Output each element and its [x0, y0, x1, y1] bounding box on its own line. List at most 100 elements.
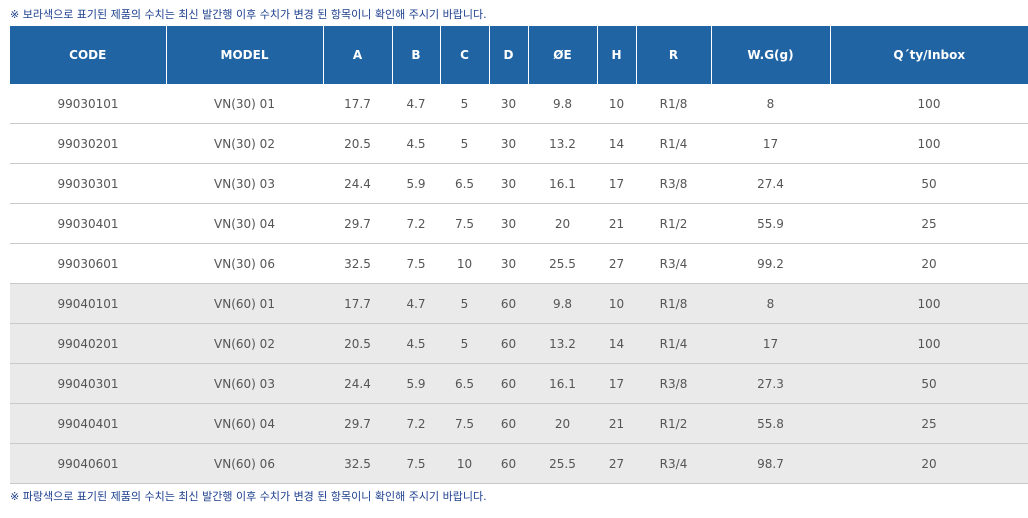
table-row: 99030301 VN(30) 03 24.4 5.9 6.5 30 16.1 17 R3/8 2… — [10, 163, 1028, 204]
table-cell-model: VN(60) 03 — [166, 363, 323, 404]
table-cell-weight: 55.9 — [711, 203, 830, 244]
table-cell-c: 5 — [440, 84, 489, 124]
table-cell-h: 10 — [597, 283, 636, 324]
table-cell-r: R1/2 — [636, 203, 711, 244]
table-cell-a: 32.5 — [323, 243, 392, 284]
column-header-code: CODE — [10, 26, 166, 84]
table-cell-d: 30 — [489, 84, 528, 124]
table-cell-r: R1/4 — [636, 323, 711, 364]
table-row: 99040101 VN(60) 01 17.7 4.7 5 60 9.8 10 R1/8 8 100 — [10, 283, 1028, 324]
table-cell-weight: 17 — [711, 323, 830, 364]
table-cell-h: 27 — [597, 443, 636, 484]
table-cell-r: R3/8 — [636, 163, 711, 204]
table-row: 99030201 VN(30) 02 20.5 4.5 5 30 13.2 14 R1/4 17 1… — [10, 123, 1028, 164]
table-cell-model: VN(30) 04 — [166, 203, 323, 244]
table-cell-weight: 27.3 — [711, 363, 830, 404]
table-row: 99030101 VN(30) 01 17.7 4.7 5 30 9.8 10 R1/8 8 100 — [10, 84, 1028, 124]
table-cell-a: 17.7 — [323, 84, 392, 124]
table-cell-diameter-e: 13.2 — [528, 323, 597, 364]
table-cell-code: 99040301 — [10, 363, 166, 404]
table-cell-r: R1/8 — [636, 283, 711, 324]
header-row: CODE MODEL A B C D ØE H R W.G(g) Q´ty/Inbox — [10, 26, 1028, 84]
table-cell-h: 10 — [597, 84, 636, 124]
table-cell-model: VN(60) 06 — [166, 443, 323, 484]
column-header-diameter-e: ØE — [527, 26, 597, 84]
table-cell-diameter-e: 16.1 — [528, 363, 597, 404]
table-cell-diameter-e: 25.5 — [528, 243, 597, 284]
table-body: 99030101 VN(30) 01 17.7 4.7 5 30 9.8 10 R1/8 8 100… — [10, 84, 1028, 484]
table-cell-d: 60 — [489, 443, 528, 484]
table-row: 99040601 VN(60) 06 32.5 7.5 10 60 25.5 27 R3/4 98… — [10, 443, 1028, 484]
table-cell-a: 32.5 — [323, 443, 392, 484]
table-cell-qty-inbox: 25 — [830, 203, 1028, 244]
table-cell-diameter-e: 20 — [528, 203, 597, 244]
table-cell-h: 27 — [597, 243, 636, 284]
table-cell-h: 21 — [597, 403, 636, 444]
table-cell-code: 99030301 — [10, 163, 166, 204]
table-cell-weight: 8 — [711, 283, 830, 324]
table-cell-d: 30 — [489, 163, 528, 204]
table-cell-b: 7.5 — [392, 443, 440, 484]
table-row: 99040401 VN(60) 04 29.7 7.2 7.5 60 20 21 R1/2 55.… — [10, 403, 1028, 444]
table-cell-weight: 27.4 — [711, 163, 830, 204]
spec-table: CODE MODEL A B C D ØE H R W.G(g) Q´ty/Inbox 990301… — [10, 26, 1028, 484]
table-cell-d: 30 — [489, 123, 528, 164]
table-cell-model: VN(30) 02 — [166, 123, 323, 164]
table-cell-c: 5 — [440, 323, 489, 364]
table-cell-model: VN(30) 03 — [166, 163, 323, 204]
table-cell-b: 4.7 — [392, 283, 440, 324]
column-header-c: C — [439, 26, 489, 84]
table-cell-model: VN(30) 01 — [166, 84, 323, 124]
table-row: 99040301 VN(60) 03 24.4 5.9 6.5 60 16.1 17 R3/8 2… — [10, 363, 1028, 404]
table-cell-a: 20.5 — [323, 323, 392, 364]
bottom-note: ※ 파랑색으로 표기된 제품의 수치는 최신 발간행 이후 수치가 변경 된 항… — [10, 490, 487, 503]
column-header-qty-inbox: Q´ty/Inbox — [829, 26, 1028, 84]
table-cell-diameter-e: 16.1 — [528, 163, 597, 204]
table-cell-a: 29.7 — [323, 203, 392, 244]
column-header-model: MODEL — [165, 26, 323, 84]
table-header: CODE MODEL A B C D ØE H R W.G(g) Q´ty/Inbox — [10, 26, 1028, 84]
table-cell-diameter-e: 9.8 — [528, 84, 597, 124]
table-cell-model: VN(30) 06 — [166, 243, 323, 284]
table-cell-r: R1/4 — [636, 123, 711, 164]
column-header-h: H — [596, 26, 636, 84]
table-cell-h: 14 — [597, 123, 636, 164]
table-cell-qty-inbox: 20 — [830, 443, 1028, 484]
table-cell-b: 7.5 — [392, 243, 440, 284]
table-cell-c: 7.5 — [440, 203, 489, 244]
table-cell-h: 17 — [597, 163, 636, 204]
table-cell-qty-inbox: 25 — [830, 403, 1028, 444]
table-cell-code: 99040201 — [10, 323, 166, 364]
table-cell-d: 60 — [489, 283, 528, 324]
table-cell-r: R3/4 — [636, 443, 711, 484]
table-cell-a: 17.7 — [323, 283, 392, 324]
table-cell-r: R3/8 — [636, 363, 711, 404]
table-cell-code: 99030401 — [10, 203, 166, 244]
table-cell-h: 21 — [597, 203, 636, 244]
table-cell-weight: 55.8 — [711, 403, 830, 444]
table-cell-d: 60 — [489, 363, 528, 404]
table-row: 99030401 VN(30) 04 29.7 7.2 7.5 30 20 21 R1/2 55.… — [10, 203, 1028, 244]
table-cell-c: 10 — [440, 443, 489, 484]
table-cell-d: 60 — [489, 403, 528, 444]
table-cell-diameter-e: 13.2 — [528, 123, 597, 164]
column-header-a: A — [322, 26, 392, 84]
table-cell-code: 99030601 — [10, 243, 166, 284]
table-cell-d: 30 — [489, 203, 528, 244]
table-cell-code: 99030201 — [10, 123, 166, 164]
table-cell-a: 20.5 — [323, 123, 392, 164]
table-cell-c: 5 — [440, 283, 489, 324]
table-cell-weight: 8 — [711, 84, 830, 124]
column-header-d: D — [488, 26, 528, 84]
table-cell-a: 24.4 — [323, 163, 392, 204]
column-header-r: R — [635, 26, 711, 84]
table-cell-qty-inbox: 100 — [830, 283, 1028, 324]
table-cell-c: 10 — [440, 243, 489, 284]
table-row: 99030601 VN(30) 06 32.5 7.5 10 30 25.5 27 R3/4 99… — [10, 243, 1028, 284]
table-cell-weight: 98.7 — [711, 443, 830, 484]
table-cell-code: 99040601 — [10, 443, 166, 484]
table-cell-weight: 17 — [711, 123, 830, 164]
table-cell-r: R3/4 — [636, 243, 711, 284]
table-cell-b: 4.5 — [392, 323, 440, 364]
